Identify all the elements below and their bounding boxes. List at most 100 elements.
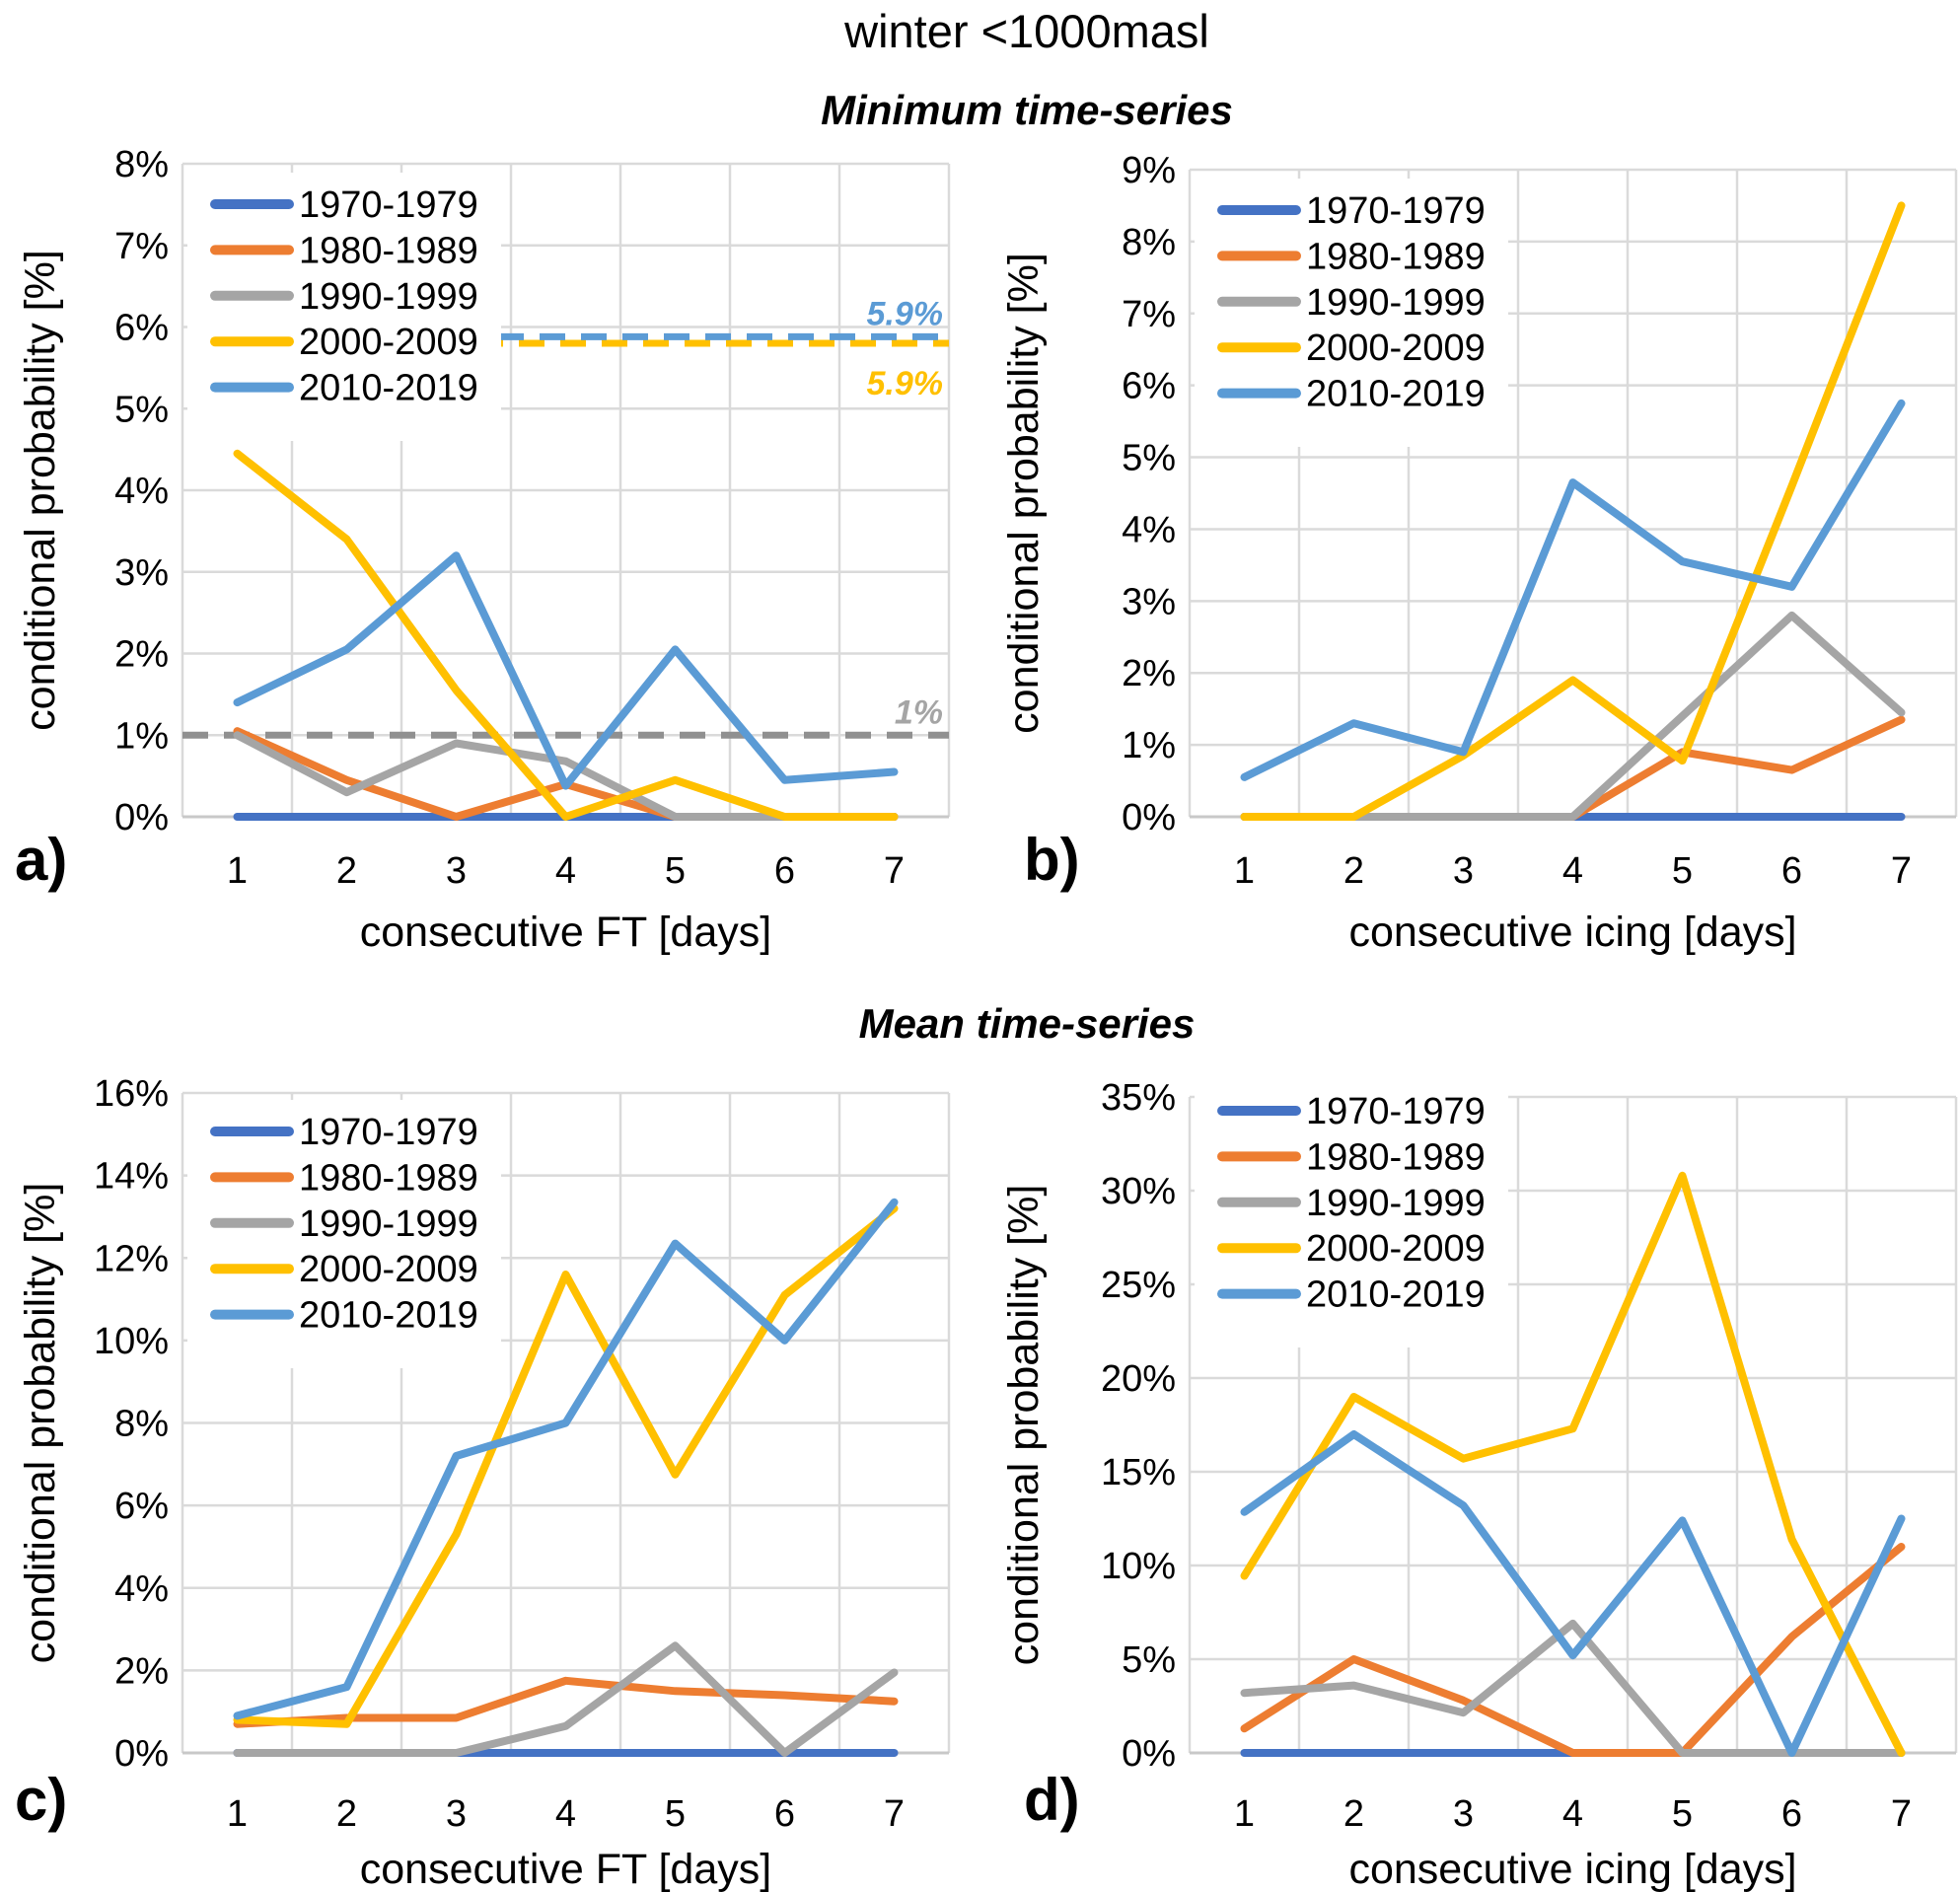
y-tick-label: 5%: [1122, 1639, 1176, 1681]
y-tick-label: 2%: [114, 1650, 169, 1692]
legend-label-2000-2009: 2000-2009: [299, 322, 478, 363]
legend-label-1970-1979: 1970-1979: [299, 184, 478, 226]
panel-b-line-2000-2009: [1240, 201, 1906, 821]
x-tick-label: 1: [1234, 850, 1255, 892]
x-tick-label: 5: [1672, 850, 1693, 892]
panel-c-x-axis-title: consecutive FT [days]: [360, 1846, 771, 1892]
panel-letter-a: a): [15, 827, 67, 893]
panel-b-line-2010-2019: [1240, 399, 1906, 781]
y-tick-label: 7%: [1122, 294, 1176, 335]
x-tick-label: 7: [884, 1793, 905, 1835]
legend-label-1990-1999: 1990-1999: [299, 276, 478, 318]
y-tick-label: 30%: [1101, 1171, 1176, 1212]
y-tick-label: 10%: [1101, 1546, 1176, 1587]
y-tick-label: 4%: [114, 1568, 169, 1610]
legend-label-1980-1989: 1980-1989: [1306, 236, 1486, 277]
legend-label-1980-1989: 1980-1989: [1306, 1136, 1486, 1178]
legend-label-1970-1979: 1970-1979: [299, 1112, 478, 1153]
x-tick-label: 3: [1453, 850, 1474, 892]
y-tick-label: 16%: [94, 1073, 169, 1115]
figure-title: winter <1000masl: [844, 5, 1209, 57]
y-tick-label: 1%: [1122, 725, 1176, 766]
x-tick-label: 2: [1343, 850, 1364, 892]
legend-label-2010-2019: 2010-2019: [299, 1295, 478, 1337]
panel-d-line-1980-1989: [1240, 1543, 1906, 1757]
panel-a-x-axis-title: consecutive FT [days]: [360, 909, 771, 956]
panel-b-y-axis-title: conditional probability [%]: [1000, 253, 1048, 734]
y-tick-label: 25%: [1101, 1265, 1176, 1306]
y-tick-label: 4%: [1122, 509, 1176, 550]
x-tick-label: 7: [1891, 1793, 1912, 1835]
ref-label-5.9%: 5.9%: [867, 365, 944, 402]
legend-label-2000-2009: 2000-2009: [299, 1249, 478, 1290]
x-tick-label: 1: [1234, 1793, 1255, 1835]
y-tick-label: 6%: [1122, 366, 1176, 407]
y-tick-label: 14%: [94, 1156, 169, 1198]
x-tick-label: 7: [884, 850, 905, 892]
legend-label-2010-2019: 2010-2019: [1306, 374, 1486, 415]
panel-letter-d: d): [1024, 1767, 1080, 1833]
y-tick-label: 0%: [1122, 797, 1176, 838]
panel-b-line-1980-1989: [1240, 715, 1906, 821]
panel-b-line-1990-1999: [1240, 611, 1906, 821]
x-tick-label: 6: [1781, 1793, 1802, 1835]
x-tick-label: 3: [446, 850, 467, 892]
y-tick-label: 3%: [1122, 581, 1176, 622]
legend-background: [1195, 1079, 1508, 1347]
x-tick-label: 4: [555, 1793, 576, 1835]
y-tick-label: 5%: [114, 389, 169, 430]
panel-c-line-1990-1999: [233, 1641, 899, 1757]
y-tick-label: 15%: [1101, 1452, 1176, 1493]
y-tick-label: 20%: [1101, 1358, 1176, 1400]
x-tick-label: 2: [336, 1793, 357, 1835]
panel-a-y-axis-title: conditional probability [%]: [17, 250, 64, 731]
legend-label-2010-2019: 2010-2019: [1306, 1274, 1486, 1316]
y-tick-label: 2%: [1122, 653, 1176, 694]
y-tick-label: 2%: [114, 634, 169, 676]
panel-c-line-2010-2019: [233, 1198, 899, 1720]
legend-label-2010-2019: 2010-2019: [299, 368, 478, 409]
legend-label-2000-2009: 2000-2009: [1306, 327, 1486, 369]
x-tick-label: 6: [774, 850, 795, 892]
panel-d-line-2000-2009: [1240, 1171, 1906, 1757]
y-tick-label: 5%: [1122, 438, 1176, 479]
panel-c-line-2000-2009: [233, 1204, 899, 1728]
panel-a-line-1980-1989: [233, 727, 899, 821]
x-tick-label: 3: [446, 1793, 467, 1835]
panel-d-line-2010-2019: [1240, 1430, 1906, 1757]
legend-label-1990-1999: 1990-1999: [1306, 1183, 1486, 1224]
x-tick-label: 4: [1562, 1793, 1583, 1835]
subtitle-minimum-time-series: Minimum time-series: [821, 87, 1233, 133]
panel-a-line-2000-2009: [233, 449, 899, 821]
panel-b-x-axis-title: consecutive icing [days]: [1348, 909, 1796, 956]
y-tick-label: 1%: [114, 715, 169, 757]
legend-label-1980-1989: 1980-1989: [299, 230, 478, 271]
legend-background: [187, 173, 501, 441]
legend-label-1980-1989: 1980-1989: [299, 1157, 478, 1199]
x-tick-label: 2: [1343, 1793, 1364, 1835]
panel-letter-b: b): [1024, 827, 1080, 893]
x-tick-label: 2: [336, 850, 357, 892]
y-tick-label: 7%: [114, 226, 169, 267]
y-tick-label: 4%: [114, 471, 169, 512]
panel-a-line-2010-2019: [233, 551, 899, 790]
ref-label-5.9%: 5.9%: [867, 295, 944, 332]
legend-label-1990-1999: 1990-1999: [1306, 282, 1486, 324]
x-tick-label: 3: [1453, 1793, 1474, 1835]
x-tick-label: 5: [665, 1793, 686, 1835]
y-tick-label: 6%: [114, 308, 169, 349]
legend-background: [1195, 179, 1508, 447]
x-tick-label: 6: [774, 1793, 795, 1835]
y-tick-label: 9%: [1122, 150, 1176, 191]
y-tick-label: 0%: [114, 1733, 169, 1775]
ref-label-1%: 1%: [895, 693, 943, 731]
y-tick-label: 3%: [114, 552, 169, 594]
